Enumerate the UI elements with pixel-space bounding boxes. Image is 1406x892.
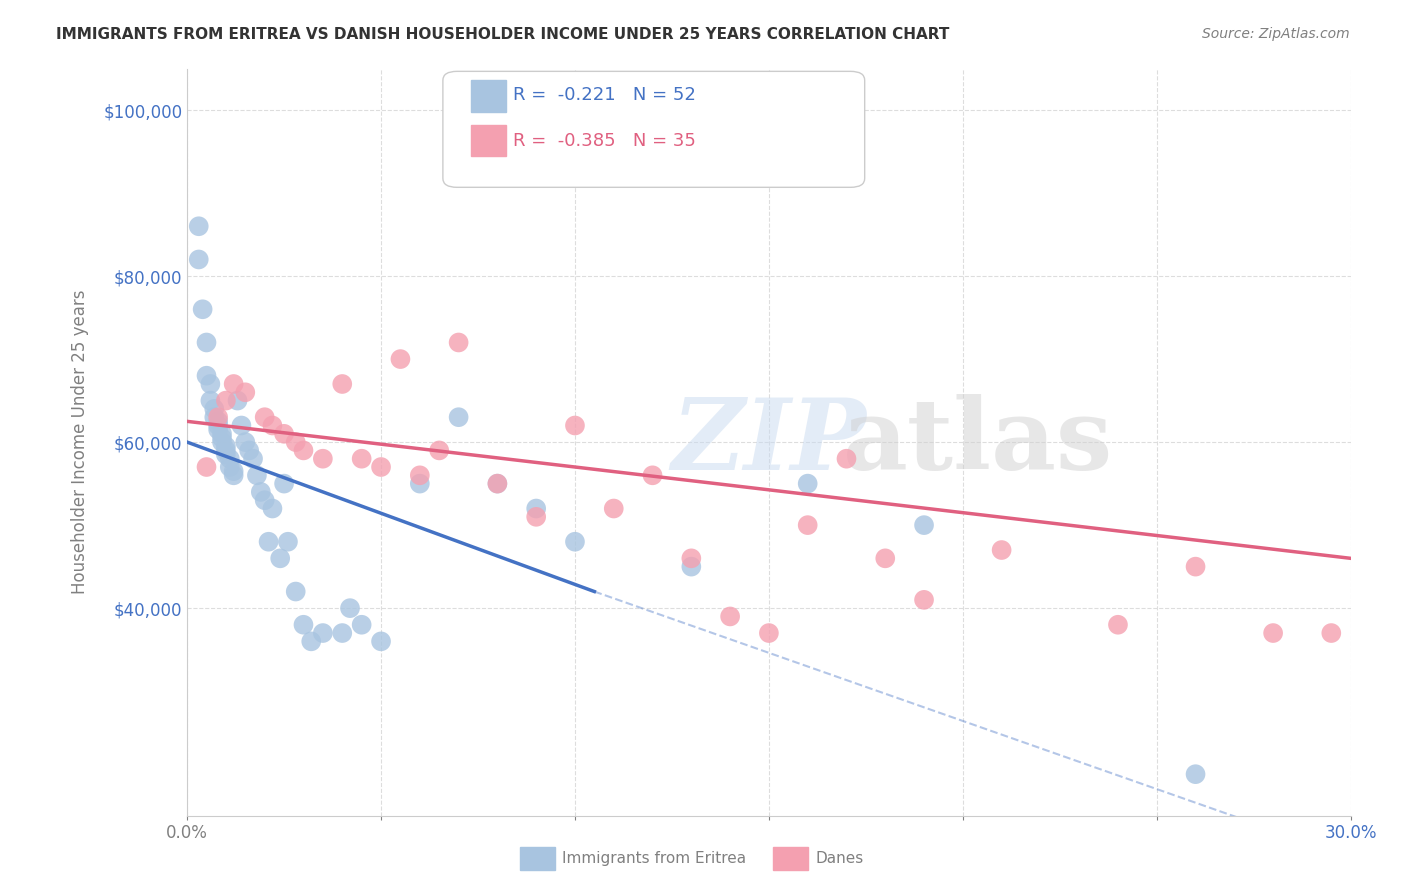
Point bbox=[215, 443, 238, 458]
Point bbox=[427, 443, 450, 458]
Text: 0.0%: 0.0% bbox=[166, 824, 208, 842]
Point bbox=[226, 393, 249, 408]
Point bbox=[222, 376, 245, 391]
Point bbox=[641, 468, 664, 483]
Point bbox=[207, 423, 229, 437]
Point bbox=[1184, 767, 1206, 781]
Y-axis label: Householder Income Under 25 years: Householder Income Under 25 years bbox=[72, 290, 89, 594]
Text: R =  -0.221   N = 52: R = -0.221 N = 52 bbox=[513, 87, 696, 104]
Point bbox=[249, 484, 271, 499]
Point bbox=[222, 468, 245, 483]
Point bbox=[211, 426, 233, 441]
Text: atlas: atlas bbox=[844, 393, 1114, 491]
Point bbox=[233, 435, 256, 450]
Point bbox=[564, 418, 586, 433]
Text: R =  -0.385   N = 35: R = -0.385 N = 35 bbox=[513, 132, 696, 150]
Point bbox=[195, 368, 218, 383]
Point bbox=[191, 302, 214, 317]
Point bbox=[796, 518, 818, 533]
Point bbox=[1261, 626, 1284, 640]
Point bbox=[370, 634, 392, 648]
Point bbox=[681, 559, 703, 574]
Point bbox=[262, 418, 284, 433]
Point bbox=[246, 468, 269, 483]
Point bbox=[292, 617, 315, 632]
Point bbox=[409, 476, 432, 491]
Point bbox=[681, 551, 703, 566]
Point bbox=[207, 418, 229, 433]
Point bbox=[202, 410, 225, 425]
Point bbox=[1107, 617, 1129, 632]
Point bbox=[200, 393, 222, 408]
Point bbox=[524, 509, 547, 524]
Point bbox=[447, 335, 470, 350]
Text: Source: ZipAtlas.com: Source: ZipAtlas.com bbox=[1202, 27, 1350, 41]
Point bbox=[912, 592, 935, 607]
Point bbox=[796, 476, 818, 491]
Text: Immigrants from Eritrea: Immigrants from Eritrea bbox=[562, 852, 747, 866]
Point bbox=[215, 439, 238, 453]
Point bbox=[218, 460, 240, 475]
Point bbox=[242, 451, 264, 466]
Point bbox=[447, 410, 470, 425]
Point bbox=[257, 534, 280, 549]
Point bbox=[718, 609, 741, 624]
Point bbox=[273, 426, 295, 441]
Point bbox=[339, 601, 361, 615]
Point bbox=[211, 435, 233, 450]
Text: Danes: Danes bbox=[815, 852, 863, 866]
Point bbox=[409, 468, 432, 483]
Point bbox=[195, 335, 218, 350]
Point bbox=[284, 584, 307, 599]
Point bbox=[1320, 626, 1343, 640]
Point bbox=[350, 617, 373, 632]
Point bbox=[218, 451, 240, 466]
Point bbox=[262, 501, 284, 516]
Point bbox=[207, 410, 229, 425]
Point bbox=[284, 435, 307, 450]
Point bbox=[350, 451, 373, 466]
Point bbox=[524, 501, 547, 516]
Text: 30.0%: 30.0% bbox=[1324, 824, 1376, 842]
Point bbox=[370, 460, 392, 475]
Point bbox=[211, 431, 233, 445]
Point bbox=[299, 634, 322, 648]
Point bbox=[990, 543, 1012, 558]
Point bbox=[486, 476, 509, 491]
Point bbox=[233, 385, 256, 400]
Point bbox=[215, 448, 238, 462]
Point bbox=[1184, 559, 1206, 574]
Point bbox=[312, 451, 335, 466]
Point bbox=[835, 451, 858, 466]
Point bbox=[187, 252, 209, 267]
Text: IMMIGRANTS FROM ERITREA VS DANISH HOUSEHOLDER INCOME UNDER 25 YEARS CORRELATION : IMMIGRANTS FROM ERITREA VS DANISH HOUSEH… bbox=[56, 27, 949, 42]
Point bbox=[200, 376, 222, 391]
Point bbox=[292, 443, 315, 458]
Point bbox=[603, 501, 626, 516]
Point bbox=[207, 414, 229, 428]
Point bbox=[912, 518, 935, 533]
Point bbox=[758, 626, 780, 640]
Point bbox=[222, 464, 245, 478]
Point bbox=[195, 460, 218, 475]
Point bbox=[564, 534, 586, 549]
Point bbox=[238, 443, 260, 458]
Point bbox=[277, 534, 299, 549]
Point bbox=[202, 401, 225, 416]
Point bbox=[253, 410, 276, 425]
Point bbox=[330, 626, 353, 640]
Point bbox=[273, 476, 295, 491]
Point bbox=[875, 551, 897, 566]
Point bbox=[312, 626, 335, 640]
Point bbox=[389, 352, 412, 367]
Point bbox=[215, 393, 238, 408]
Point bbox=[486, 476, 509, 491]
Point bbox=[269, 551, 291, 566]
Text: ZIP: ZIP bbox=[672, 394, 866, 491]
Point bbox=[231, 418, 253, 433]
Point bbox=[187, 219, 209, 234]
Point bbox=[253, 493, 276, 508]
Point bbox=[330, 376, 353, 391]
